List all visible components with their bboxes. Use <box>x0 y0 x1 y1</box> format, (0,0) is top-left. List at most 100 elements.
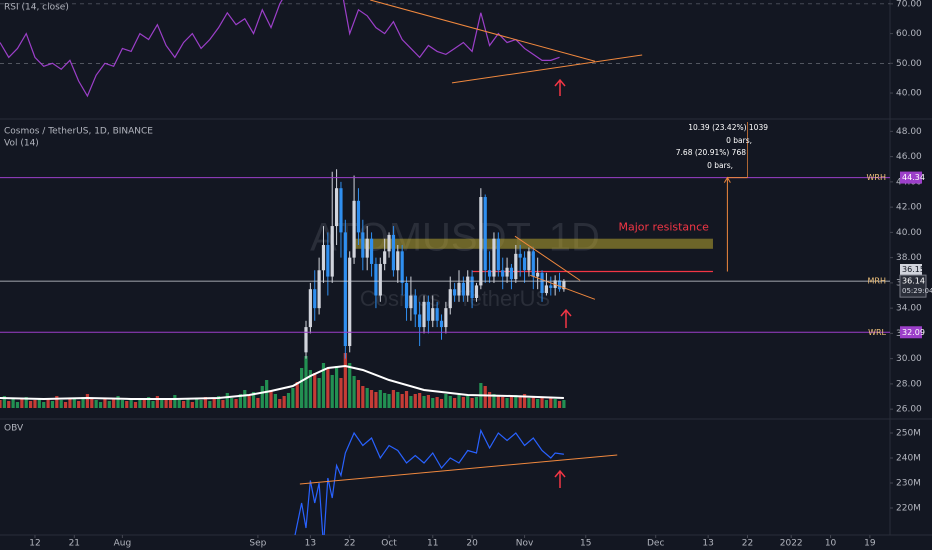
volume-bar <box>190 402 194 408</box>
y-tick-label: 48.00 <box>896 127 922 137</box>
x-tick-label: 12 <box>29 539 40 549</box>
candle-body <box>492 238 496 277</box>
x-tick-label: 13 <box>702 539 713 549</box>
level-value: 32.09 <box>902 328 925 337</box>
pane <box>0 0 890 98</box>
volume-bar <box>435 397 439 408</box>
volume-bar <box>269 390 273 408</box>
main-title: Cosmos / TetherUS, 1D, BINANCE <box>4 127 153 137</box>
candle-body <box>448 289 452 309</box>
candle-body <box>509 267 514 280</box>
candle-body <box>549 285 553 288</box>
volume-bar <box>168 398 173 408</box>
volume-bar <box>418 393 422 408</box>
trend-line <box>530 274 596 300</box>
x-tick-label: Aug <box>114 539 132 549</box>
candle-body <box>536 272 540 277</box>
candle-body <box>330 226 334 277</box>
volume-bar <box>378 390 382 408</box>
volume-bar <box>186 399 190 408</box>
candle-body <box>413 295 417 315</box>
volume-bar <box>339 378 343 408</box>
volume-bar <box>256 398 260 408</box>
volume-bar <box>383 393 387 408</box>
volume-bar <box>265 380 269 408</box>
volume-bar <box>11 398 15 408</box>
volume-bar <box>457 395 461 408</box>
measure-text: 7.68 (20.91%) 768 <box>676 148 746 157</box>
volume-bar <box>374 392 378 408</box>
volume-bar <box>151 401 155 408</box>
candle-body <box>470 276 474 299</box>
volume-bar <box>553 399 557 408</box>
volume-bar <box>85 394 90 408</box>
candle-body <box>522 257 527 271</box>
x-tick-label: Dec <box>647 539 664 549</box>
volume-bar <box>404 391 409 408</box>
y-tick-label: 38.00 <box>896 253 922 263</box>
candle-body <box>518 253 522 258</box>
candle-body <box>418 314 422 328</box>
candle-body <box>361 232 365 258</box>
volume-bar <box>251 392 256 408</box>
volume-bar <box>540 397 544 408</box>
measure-text: 10.39 (23.42%) 1039 <box>688 123 768 132</box>
x-tick-label: 10 <box>825 539 837 549</box>
candle-body <box>317 270 321 309</box>
volume-bar <box>334 366 339 408</box>
countdown: 05:29:04 <box>902 287 932 295</box>
volume-bar <box>431 398 435 408</box>
indicator-line <box>0 0 560 98</box>
volume-bar <box>273 394 277 408</box>
volume-bar <box>313 373 317 408</box>
level-label: MRH <box>868 277 886 286</box>
volume-bar <box>348 363 352 408</box>
candle-body <box>487 270 492 277</box>
y-tick-label: 40.00 <box>896 228 922 238</box>
candle-body <box>343 232 347 347</box>
volume-bar <box>225 393 229 408</box>
volume-bar <box>181 401 186 408</box>
volume-bar <box>361 386 365 408</box>
volume-bar <box>282 396 286 408</box>
trend-line <box>451 54 643 84</box>
x-tick-label: 15 <box>580 539 591 549</box>
volume-bar <box>107 401 111 408</box>
volume-bar <box>544 400 549 408</box>
pane <box>294 428 618 535</box>
candle-body <box>544 285 549 293</box>
volume-bar <box>147 397 151 408</box>
y-tick-label: 240M <box>896 454 921 464</box>
x-tick-label: 20 <box>466 539 478 549</box>
x-tick-label: Oct <box>381 539 397 549</box>
candle-body <box>365 238 369 258</box>
volume-bar <box>234 399 238 408</box>
volume-bar <box>509 396 514 408</box>
volume-bar <box>496 396 500 408</box>
volume-bar <box>487 392 492 408</box>
x-tick-label: Nov <box>516 539 534 549</box>
volume-bar <box>453 398 457 408</box>
volume-bar <box>15 402 20 408</box>
candle-body <box>321 245 326 271</box>
pane <box>0 169 713 408</box>
volume-bar <box>164 400 168 408</box>
candle-body <box>422 301 426 328</box>
candle-body <box>531 251 535 277</box>
candle-body <box>501 270 505 277</box>
volume-bar <box>343 353 347 408</box>
candle-body <box>383 251 387 264</box>
zone-label: Major resistance <box>619 221 710 234</box>
volume-bar <box>391 390 396 408</box>
candle-body <box>540 272 544 293</box>
volume-bar <box>562 400 566 408</box>
level-badge <box>900 326 922 339</box>
indicator-line <box>294 428 564 535</box>
y-tick-label: 46.00 <box>896 152 922 162</box>
volume-bar <box>55 396 59 408</box>
mid-value: 36.15 <box>902 265 925 274</box>
volume-bar <box>356 380 361 408</box>
last-price-value: 36.14 <box>902 277 925 286</box>
candle-body <box>479 197 483 286</box>
